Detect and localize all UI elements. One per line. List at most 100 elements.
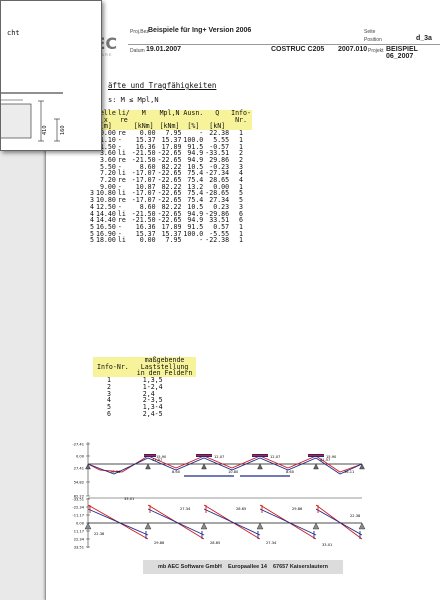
table-row-cell: 3.60 [99,149,116,158]
table-row-cell: 1.50 [99,142,116,151]
table-row-cell: - [199,129,204,138]
table-row-cell: - [117,142,122,151]
info-cell: 2,4-5 [142,409,163,418]
table-row: 7.20 li -17.07 -22.65 75.4 -27.34 4 [89,170,252,177]
table-header-row: x re Nr. [89,115,252,124]
table-row-cell: 5 [90,236,94,245]
info-table: maßgebende Info-Nr. Laststellung in den Fel… [93,356,197,418]
info-cell: 1,3,5 [142,376,163,385]
table-header-row-cell: Ausn. [183,109,204,117]
footer-company: mb AEC Software GmbH [157,564,222,570]
axis-tick-label: -22.34 [72,506,84,510]
table-row-cell: 22.38 [209,129,230,138]
table-row-cell: 0.00 [139,129,156,138]
table-row-cell: -28.65 [205,189,230,198]
projekt-value: BEISPIEL 06_2007 [386,46,418,60]
shear-line-blue [259,508,317,536]
table-header-row-cell: re [119,115,128,124]
table-row-cell: 100.0 [183,229,204,238]
table-row: 4 14.40 li -21.50 -22.65 94.9 -29.86 6 [89,210,252,218]
table-row-cell: -22.65 [157,155,182,164]
table-row: 7.20 re -17.07 -22.65 75.4 28.65 4 [89,177,252,184]
support-icon [200,522,208,530]
moment-diagram: -27.41 0.00 27.41 54.82 82.22 15.90 12.07 12.07… [72,442,365,499]
info-cell: 6 [107,409,111,418]
table-row-cell: 28.65 [209,176,230,185]
peak-label: 12.07 [270,455,280,459]
info-cell: 1,3-4 [142,402,163,411]
table-row-cell: 7.95 [165,236,182,245]
program-name: COSTRUC C205 [271,46,325,53]
shear-bottom-label: 27.34 [266,541,277,545]
shear-top-label: 28.65 [236,507,246,511]
table-row-cell: -22.65 [157,189,182,198]
table-row-cell: 3 [239,162,244,171]
table-row-cell: 4 [239,176,244,185]
table-row-cell: 5 [90,229,94,238]
table-row-cell: 1 [239,236,244,245]
shear-bottom-label: 33.01 [322,543,332,547]
table-row-cell: -5.55 [209,229,230,238]
table-row-cell: - [199,236,204,245]
table-row-cell: -21.50 [131,155,156,164]
table-row-cell: -17.07 [131,169,156,178]
table-row-cell: - [117,229,122,238]
table-row-cell: 100.0 [183,135,204,144]
info-cell: 3 [107,389,111,398]
shear-diagram: -33.51 -22.34 -11.17 0.00 11.17 22.34 33.51 33.… [72,497,366,550]
table-row-cell: 0.00 [213,182,230,191]
table-row: 5 16.90-15.37 15.37 100.0 -5.55 1 [89,229,252,238]
info-header-cell: maßgebende [144,356,185,364]
section-title: äfte und Tragfähigkeiten [108,81,217,90]
datum-value: 19.01.2007 [146,46,182,53]
table-row-cell: 3 [239,202,244,211]
support-icon [257,463,263,470]
table-row-cell: 4 [90,202,94,211]
table-row-cell: 5.50 [99,162,116,171]
footer-city: 67657 Kaiserslautern [273,564,329,570]
table-row-cell: 7.20 [99,176,116,185]
section-preview-popup[interactable]: cht 410 160 [0,0,102,151]
info-header-cell [93,370,133,377]
table-header-row-cell: li/ [117,109,130,117]
table-row-cell: 3 [90,196,94,205]
info-cell: 1 [107,376,111,385]
info-row: 1 1,3,5 [93,377,196,384]
shear-bottom-label: 28.65 [210,541,220,545]
table-row-cell: re [117,196,126,205]
dim-label-2: 160 [60,125,66,135]
table-row-cell: 12.50 [95,202,116,211]
info-header-cell: Info-Nr. [97,362,129,371]
table-row-cell: 10.80 [95,189,116,198]
table-row-cell: 18.00 [95,236,116,245]
table-header-row-cell: Q [215,109,220,117]
table-row-cell: 0.00 [99,129,116,138]
table-row-cell: li [117,189,126,198]
table-row-cell: - [117,202,122,211]
support-icon [144,522,152,530]
table-row-cell: 2 [239,155,244,164]
table-row-cell: 0.57 [213,222,230,231]
shear-top-label: 27.34 [180,507,191,511]
table-row-cell: -22.65 [157,216,182,225]
table-row-cell: 0.23 [213,202,230,211]
table-row-cell: 5.55 [213,135,230,144]
shear-top-label: 29.86 [292,507,303,511]
table-row-cell: 16.50 [95,222,116,231]
projekt-label: Projekt [368,48,384,54]
table-row-cell: 91.5 [187,222,204,231]
table-row-cell: li [117,169,126,178]
axis-tick-label: 27.41 [74,467,84,471]
table-row-cell: -0.57 [209,142,230,151]
table-row: 3.60 li -21.50 -22.65 94.9 -33.51 2 [89,150,252,157]
table-row-cell: 29.86 [209,155,230,164]
table-row-cell: 94.9 [187,216,204,225]
table-row-cell: 2 [239,149,244,158]
table-row-cell: 94.9 [187,149,204,158]
dim-label-1: 410 [42,125,48,135]
table-row-cell: 9.00 [99,182,116,191]
table-row-cell: 1 [239,229,244,238]
info-row: 5 1,3-4 [93,404,196,411]
table-row-cell: 0.00 [139,236,156,245]
support-label: 41.57 [320,458,330,462]
